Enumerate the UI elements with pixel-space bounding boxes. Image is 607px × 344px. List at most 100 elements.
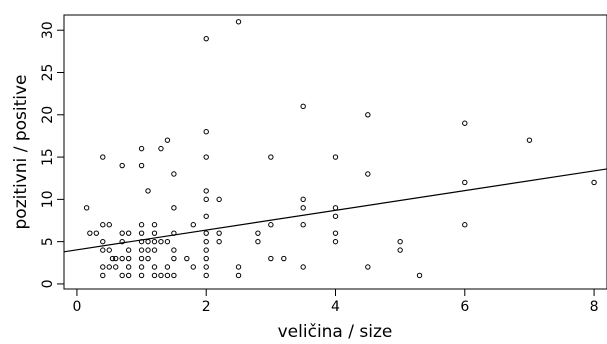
data-point bbox=[171, 272, 177, 279]
y-tick-label: 25 bbox=[40, 64, 56, 82]
x-tick-label: 6 bbox=[460, 299, 469, 315]
data-point bbox=[171, 171, 177, 177]
data-point bbox=[145, 255, 151, 262]
y-axis: 0 5 10 15 20 25 30 bbox=[40, 21, 64, 288]
data-point bbox=[100, 222, 106, 228]
data-point bbox=[138, 162, 145, 169]
data-point bbox=[151, 247, 158, 253]
data-point bbox=[151, 222, 158, 228]
data-point bbox=[268, 222, 274, 228]
data-point bbox=[119, 255, 125, 262]
data-point bbox=[203, 35, 209, 42]
data-point bbox=[216, 230, 222, 236]
data-point bbox=[106, 264, 112, 270]
data-point bbox=[203, 264, 209, 270]
data-point bbox=[300, 264, 306, 270]
data-point bbox=[300, 196, 306, 203]
data-point bbox=[106, 222, 112, 228]
data-point bbox=[203, 188, 209, 194]
data-point bbox=[416, 272, 423, 279]
data-point bbox=[151, 230, 158, 236]
data-point bbox=[125, 264, 132, 270]
y-tick-label: 30 bbox=[40, 21, 56, 39]
data-point bbox=[138, 222, 145, 228]
data-point bbox=[83, 205, 90, 211]
data-point bbox=[100, 238, 106, 245]
data-point bbox=[203, 238, 209, 245]
data-point bbox=[216, 238, 222, 245]
plot-frame bbox=[63, 14, 607, 290]
data-point bbox=[138, 238, 145, 245]
data-point bbox=[138, 264, 145, 270]
data-point bbox=[145, 238, 151, 245]
data-point bbox=[203, 230, 209, 236]
data-point bbox=[138, 247, 145, 253]
x-tick-label: 8 bbox=[590, 299, 599, 315]
data-point bbox=[281, 255, 287, 262]
data-point bbox=[106, 247, 112, 253]
data-point bbox=[93, 230, 100, 236]
data-point bbox=[332, 205, 339, 211]
data-point bbox=[100, 272, 106, 279]
data-point bbox=[151, 238, 158, 245]
data-point bbox=[365, 112, 371, 118]
data-point bbox=[158, 272, 164, 279]
data-point bbox=[125, 247, 132, 253]
x-axis-label: veličina / size bbox=[278, 322, 393, 342]
data-point bbox=[268, 255, 274, 262]
y-tick-label: 20 bbox=[40, 106, 56, 124]
data-point bbox=[190, 222, 196, 228]
data-point bbox=[235, 272, 242, 279]
data-point bbox=[235, 264, 242, 270]
plot-border bbox=[63, 14, 607, 290]
data-point bbox=[203, 196, 209, 203]
data-point bbox=[332, 154, 339, 160]
data-point bbox=[190, 264, 196, 270]
data-point bbox=[203, 272, 209, 279]
data-point bbox=[591, 179, 597, 186]
data-point bbox=[158, 238, 164, 245]
y-tick-label: 0 bbox=[40, 279, 56, 288]
data-point bbox=[171, 247, 177, 253]
data-point bbox=[526, 137, 533, 143]
x-axis: 0 2 4 6 8 bbox=[72, 289, 599, 315]
data-point bbox=[119, 230, 125, 236]
data-point bbox=[138, 255, 145, 262]
data-point bbox=[332, 238, 339, 245]
data-point bbox=[158, 145, 164, 152]
data-point bbox=[203, 129, 209, 135]
data-point bbox=[462, 120, 468, 126]
data-point bbox=[203, 213, 209, 219]
data-point bbox=[203, 255, 209, 262]
data-point bbox=[462, 179, 468, 186]
data-point bbox=[138, 145, 145, 152]
data-point bbox=[138, 230, 145, 236]
data-point bbox=[255, 230, 261, 236]
data-point bbox=[164, 272, 171, 279]
data-point bbox=[300, 222, 306, 228]
data-point bbox=[300, 103, 306, 110]
data-point bbox=[203, 247, 209, 253]
data-point bbox=[100, 264, 106, 270]
y-tick-label: 15 bbox=[40, 148, 56, 166]
data-point bbox=[235, 19, 242, 25]
x-tick-label: 0 bbox=[72, 299, 81, 315]
data-point bbox=[119, 162, 125, 169]
data-point bbox=[171, 255, 177, 262]
data-point bbox=[397, 247, 403, 253]
data-point bbox=[100, 247, 106, 253]
data-point bbox=[113, 255, 119, 262]
data-point bbox=[138, 272, 145, 279]
data-point bbox=[100, 154, 106, 160]
data-point bbox=[164, 264, 171, 270]
data-point bbox=[119, 238, 125, 245]
data-point bbox=[365, 171, 371, 177]
data-point bbox=[268, 154, 274, 160]
data-point bbox=[125, 272, 132, 279]
data-point bbox=[119, 272, 125, 279]
data-point bbox=[171, 205, 177, 211]
data-point bbox=[216, 196, 222, 203]
data-point bbox=[203, 154, 209, 160]
data-point bbox=[255, 238, 261, 245]
